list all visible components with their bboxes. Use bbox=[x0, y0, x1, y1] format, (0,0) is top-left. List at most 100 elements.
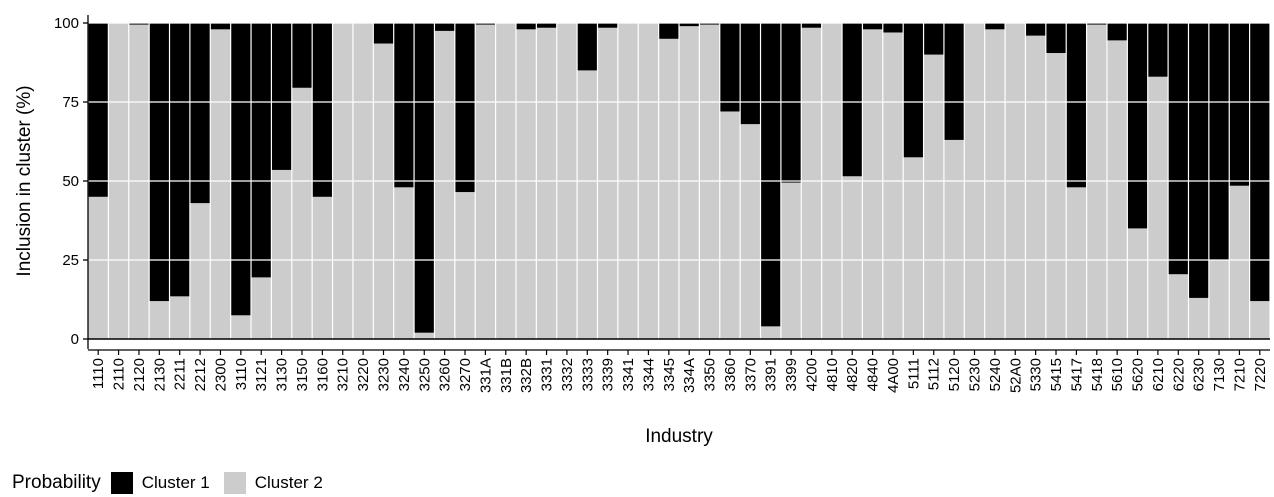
x-tick-label-7220: 7220 bbox=[1252, 358, 1269, 391]
bar-cluster-2-7130 bbox=[1209, 260, 1229, 339]
bar-cluster-2-2130 bbox=[149, 301, 169, 339]
x-tick-label-4810: 4810 bbox=[824, 358, 841, 391]
x-tick-label-3360: 3360 bbox=[722, 358, 739, 391]
bar-cluster-1-3350 bbox=[699, 23, 720, 25]
y-tick-label-100: 100 bbox=[54, 15, 79, 32]
bar-cluster-1-3130 bbox=[272, 23, 292, 170]
x-tick-label-332B: 332B bbox=[518, 358, 535, 393]
y-tick-label-0: 0 bbox=[71, 331, 79, 348]
x-tick-label-5417: 5417 bbox=[1068, 358, 1085, 391]
bar-cluster-1-5330 bbox=[1026, 23, 1046, 36]
x-tick-label-5330: 5330 bbox=[1028, 358, 1045, 391]
bar-cluster-1-1110 bbox=[88, 23, 108, 197]
bar-cluster-2-1110 bbox=[88, 196, 108, 339]
bar-cluster-2-3350 bbox=[699, 24, 720, 340]
bar-cluster-1-6220 bbox=[1168, 23, 1188, 275]
bar-cluster-1-2212 bbox=[190, 23, 210, 204]
bar-cluster-1-2130 bbox=[149, 23, 169, 302]
x-tick-label-2130: 2130 bbox=[151, 358, 168, 391]
y-tick-label-50: 50 bbox=[62, 173, 79, 190]
x-tick-label-3150: 3150 bbox=[294, 358, 311, 391]
bar-cluster-2-3130 bbox=[272, 169, 292, 339]
x-tick-label-5112: 5112 bbox=[926, 358, 943, 390]
bar-cluster-1-6210 bbox=[1148, 23, 1168, 77]
bar-cluster-1-3260 bbox=[435, 23, 455, 31]
bar-cluster-1-3160 bbox=[312, 23, 332, 197]
bar-cluster-2-2211 bbox=[170, 296, 190, 339]
x-tick-label-3210: 3210 bbox=[335, 358, 352, 391]
legend-label-cluster-2: Cluster 2 bbox=[254, 473, 323, 492]
bar-cluster-2-5610 bbox=[1107, 40, 1127, 339]
x-tick-label-3260: 3260 bbox=[437, 358, 454, 391]
bar-cluster-2-3230 bbox=[373, 43, 394, 339]
x-tick-label-3341: 3341 bbox=[620, 358, 637, 391]
bar-cluster-2-7220 bbox=[1250, 301, 1270, 339]
x-tick-label-3344: 3344 bbox=[640, 358, 657, 391]
x-tick-label-3345: 3345 bbox=[661, 358, 678, 391]
x-tick-label-3331: 3331 bbox=[539, 358, 556, 391]
x-tick-label-4820: 4820 bbox=[844, 358, 861, 391]
bar-cluster-1-4A00 bbox=[883, 23, 903, 33]
bar-cluster-2-7210 bbox=[1229, 185, 1250, 339]
x-tick-label-3399: 3399 bbox=[783, 358, 800, 391]
bar-cluster-1-2300 bbox=[210, 23, 231, 30]
bar-cluster-1-5120 bbox=[944, 23, 964, 140]
bar-cluster-2-3121 bbox=[251, 277, 271, 339]
bar-cluster-2-5111 bbox=[903, 157, 923, 339]
x-tick-label-5610: 5610 bbox=[1109, 358, 1126, 391]
bar-cluster-2-332B bbox=[516, 29, 536, 339]
bar-cluster-2-5330 bbox=[1026, 35, 1046, 339]
x-tick-label-4840: 4840 bbox=[865, 358, 882, 391]
bar-cluster-2-2300 bbox=[210, 29, 231, 339]
x-tick-label-334A: 334A bbox=[681, 358, 698, 393]
x-tick-label-3350: 3350 bbox=[702, 358, 719, 391]
x-tick-label-2211: 2211 bbox=[172, 358, 189, 390]
bar-cluster-1-5610 bbox=[1107, 23, 1127, 41]
bar-cluster-2-6210 bbox=[1148, 76, 1168, 339]
x-tick-label-2300: 2300 bbox=[212, 358, 229, 391]
bar-cluster-1-3391 bbox=[761, 23, 781, 327]
x-tick-label-5111: 5111 bbox=[905, 358, 922, 389]
x-tick-label-2110: 2110 bbox=[111, 358, 128, 390]
x-tick-label-4200: 4200 bbox=[803, 358, 820, 391]
bar-cluster-2-5112 bbox=[924, 54, 944, 339]
bar-cluster-2-334A bbox=[679, 26, 699, 339]
bar-cluster-1-5417 bbox=[1066, 23, 1086, 188]
bar-cluster-2-6220 bbox=[1168, 274, 1188, 339]
bar-cluster-2-3270 bbox=[455, 192, 475, 339]
x-tick-label-3230: 3230 bbox=[376, 358, 393, 391]
bar-cluster-1-3333 bbox=[577, 23, 597, 71]
x-tick-label-4A00: 4A00 bbox=[885, 358, 902, 393]
bar-cluster-2-5417 bbox=[1066, 187, 1086, 339]
bar-cluster-1-6230 bbox=[1189, 23, 1209, 298]
bar-cluster-1-7130 bbox=[1209, 23, 1229, 260]
x-tick-label-5120: 5120 bbox=[946, 358, 963, 391]
bar-cluster-2-2212 bbox=[190, 203, 210, 339]
y-axis-title: Inclusion in cluster (%) bbox=[14, 85, 35, 276]
x-tick-label-3339: 3339 bbox=[600, 358, 617, 391]
bar-cluster-1-7210 bbox=[1229, 23, 1250, 186]
bar-cluster-1-3345 bbox=[659, 23, 679, 39]
bar-cluster-1-5415 bbox=[1046, 23, 1066, 54]
x-tick-label-7210: 7210 bbox=[1231, 358, 1248, 391]
bar-cluster-1-4840 bbox=[863, 23, 883, 30]
bar-cluster-2-3250 bbox=[414, 332, 434, 339]
legend-label-cluster-1: Cluster 1 bbox=[141, 473, 210, 492]
x-tick-label-5418: 5418 bbox=[1089, 358, 1106, 391]
bar-cluster-1-3331 bbox=[536, 23, 557, 28]
bar-cluster-2-3160 bbox=[312, 196, 332, 339]
bar-cluster-2-3150 bbox=[292, 87, 312, 339]
y-tick-label-75: 75 bbox=[62, 94, 79, 111]
bar-cluster-1-2211 bbox=[170, 23, 190, 297]
bar-cluster-2-3260 bbox=[435, 30, 455, 340]
x-tick-label-3220: 3220 bbox=[355, 358, 372, 391]
bar-cluster-1-3399 bbox=[781, 23, 801, 183]
legend: Probability Cluster 1 Cluster 2 bbox=[12, 471, 337, 495]
bar-cluster-2-4A00 bbox=[883, 32, 903, 339]
x-tick-label-3333: 3333 bbox=[579, 358, 596, 391]
bar-cluster-2-6230 bbox=[1189, 297, 1209, 339]
bar-cluster-1-3110 bbox=[231, 23, 251, 316]
x-tick-label-3370: 3370 bbox=[742, 358, 759, 391]
bar-cluster-1-3121 bbox=[251, 23, 271, 278]
